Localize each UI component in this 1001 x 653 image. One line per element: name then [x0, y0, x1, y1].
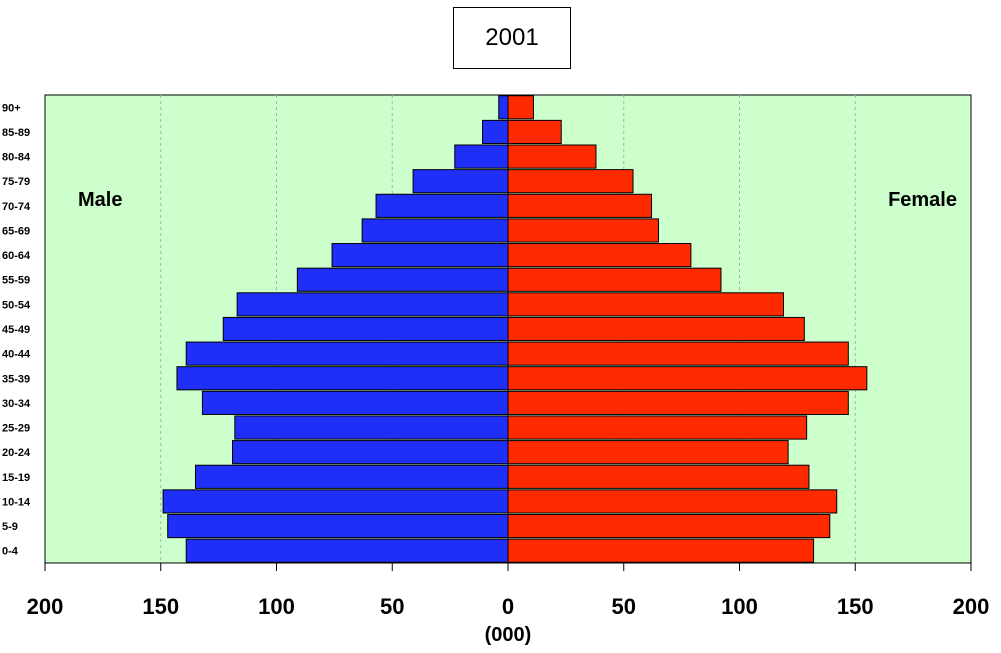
- male-bar-75-79: [412, 169, 509, 194]
- male-bar-35-39: [176, 366, 509, 391]
- female-bar-65-69: [507, 218, 659, 243]
- male-bar-20-24: [232, 440, 509, 465]
- category-label: 80-84: [2, 152, 31, 164]
- series-label-female: Female: [888, 189, 957, 211]
- category-label: 55-59: [2, 275, 30, 287]
- female-bar-70-74: [507, 193, 653, 218]
- category-label: 45-49: [2, 324, 30, 336]
- male-bar-80-84: [454, 144, 509, 169]
- category-label: 50-54: [2, 299, 31, 311]
- female-bar-45-49: [507, 316, 805, 342]
- female-bar-55-59: [507, 267, 722, 292]
- female-bar-0-4: [507, 538, 815, 563]
- male-bar-25-29: [234, 415, 509, 440]
- series-label-male: Male: [78, 189, 122, 211]
- category-label: 60-64: [2, 250, 31, 262]
- category-label: 0-4: [2, 546, 19, 558]
- category-label: 30-34: [2, 398, 31, 410]
- x-tick-label: 0: [502, 594, 514, 619]
- category-label: 10-14: [2, 496, 31, 508]
- x-tick-label: 150: [837, 594, 874, 619]
- male-bar-10-14: [162, 489, 509, 514]
- x-tick-label: 50: [612, 594, 636, 619]
- category-label: 65-69: [2, 225, 30, 237]
- category-label: 75-79: [2, 176, 30, 188]
- x-axis: 200 150 100 50 0 50 100 150 200: [27, 563, 990, 619]
- male-bar-55-59: [296, 267, 509, 292]
- chart-title: 2001: [453, 7, 571, 69]
- female-bar-10-14: [507, 489, 838, 514]
- female-bar-60-64: [507, 243, 692, 268]
- x-tick-label: 150: [142, 594, 179, 619]
- female-bar-25-29: [507, 415, 808, 440]
- female-bar-85-89: [507, 119, 562, 145]
- x-tick-label: 100: [258, 594, 295, 619]
- female-bar-30-34: [507, 390, 849, 415]
- x-tick-label: 100: [721, 594, 758, 619]
- category-label: 15-19: [2, 472, 30, 484]
- male-bar-15-19: [194, 464, 509, 489]
- category-label: 40-44: [2, 349, 31, 361]
- male-bar-50-54: [236, 292, 509, 317]
- female-bar-15-19: [507, 464, 810, 489]
- category-label: 35-39: [2, 373, 30, 385]
- category-label: 25-29: [2, 423, 30, 435]
- female-bar-90+: [507, 95, 534, 120]
- male-bar-45-49: [222, 316, 509, 342]
- female-bar-75-79: [507, 169, 634, 194]
- male-bar-0-4: [185, 538, 509, 563]
- female-bar-35-39: [507, 366, 868, 391]
- bars: [162, 95, 868, 563]
- male-bar-90+: [498, 95, 509, 120]
- x-tick-label: 50: [380, 594, 404, 619]
- male-bar-60-64: [331, 243, 509, 268]
- male-bar-30-34: [201, 390, 509, 415]
- male-bar-40-44: [185, 341, 509, 366]
- male-bar-65-69: [361, 218, 509, 243]
- category-label: 90+: [2, 102, 21, 114]
- female-bar-5-9: [507, 513, 831, 539]
- category-label: 20-24: [2, 447, 31, 459]
- category-labels: 0-4 5-9 10-14 15-19 20-24 25-29 30-34 35-39 40-4…: [2, 102, 31, 557]
- female-bar-20-24: [507, 440, 789, 465]
- male-bar-85-89: [482, 119, 509, 145]
- female-bar-40-44: [507, 341, 849, 366]
- male-bar-70-74: [375, 193, 509, 218]
- category-label: 5-9: [2, 521, 18, 533]
- x-axis-label: (000): [485, 624, 532, 646]
- x-tick-label: 200: [953, 594, 990, 619]
- x-tick-label: 200: [27, 594, 64, 619]
- category-label: 85-89: [2, 127, 30, 139]
- male-bar-5-9: [167, 513, 509, 539]
- female-bar-50-54: [507, 292, 784, 317]
- female-bar-80-84: [507, 144, 597, 169]
- category-label: 70-74: [2, 201, 31, 213]
